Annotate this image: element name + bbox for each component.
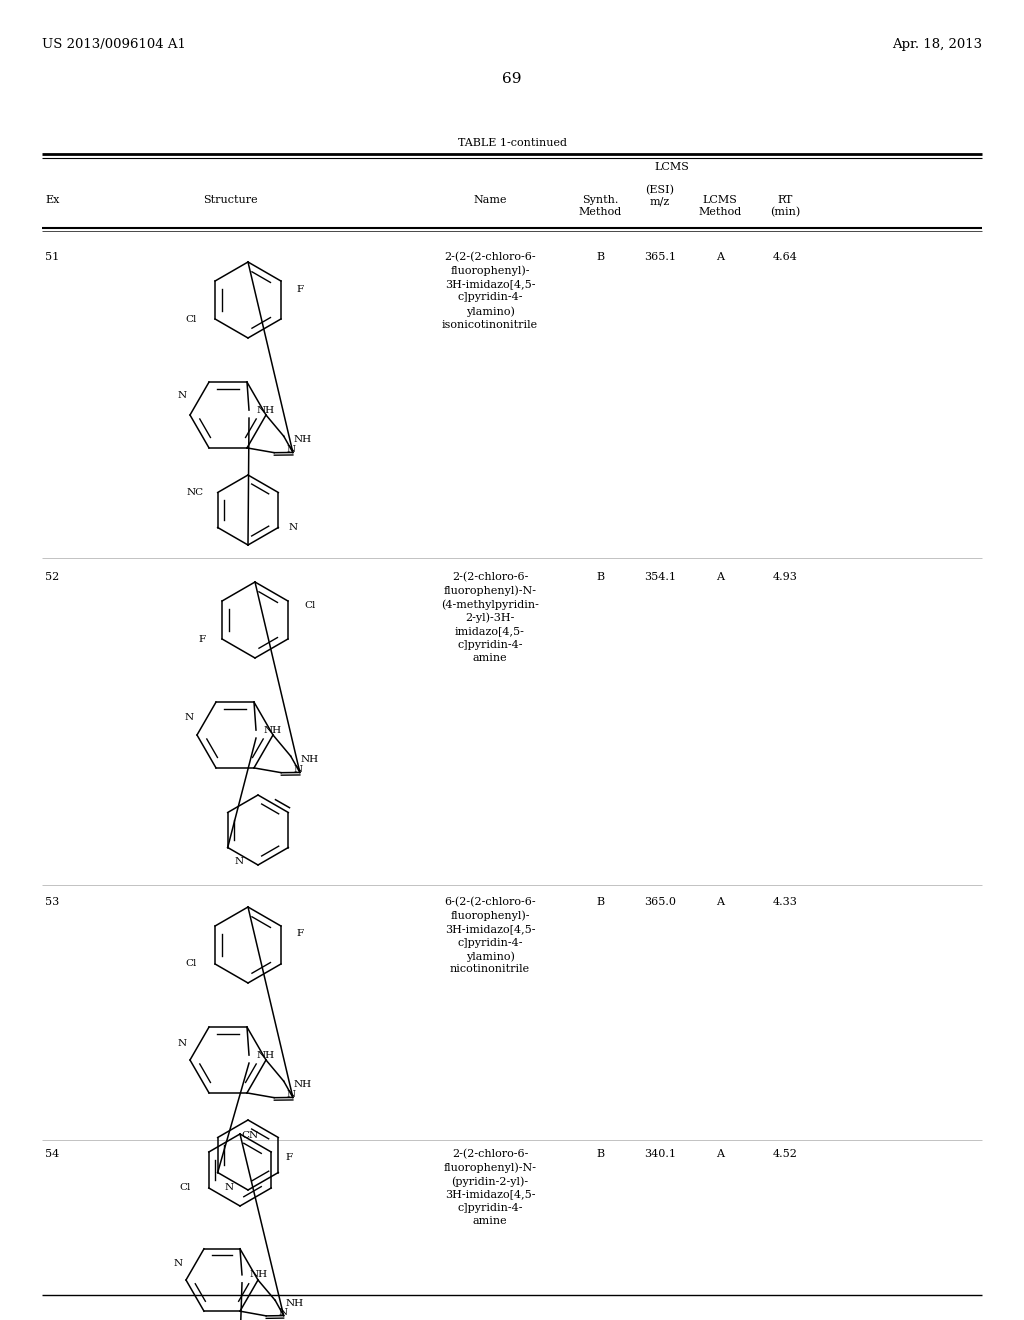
Text: 2-(2-chloro-6-: 2-(2-chloro-6-	[452, 1148, 528, 1159]
Text: N: N	[234, 858, 244, 866]
Text: B: B	[596, 1148, 604, 1159]
Text: 3H-imidazo[4,5-: 3H-imidazo[4,5-	[444, 279, 536, 289]
Text: NH: NH	[257, 405, 275, 414]
Text: Name: Name	[473, 195, 507, 205]
Text: F: F	[285, 1154, 292, 1163]
Text: Apr. 18, 2013: Apr. 18, 2013	[892, 38, 982, 51]
Text: F: F	[297, 929, 304, 939]
Text: NH: NH	[294, 434, 312, 444]
Text: fluorophenyl)-: fluorophenyl)-	[451, 911, 529, 921]
Text: ylamino): ylamino)	[466, 306, 514, 317]
Text: NH: NH	[294, 1080, 312, 1089]
Text: 54: 54	[45, 1148, 59, 1159]
Text: A: A	[716, 252, 724, 261]
Text: N: N	[293, 766, 302, 775]
Text: NH: NH	[264, 726, 283, 735]
Text: 2-yl)-3H-: 2-yl)-3H-	[465, 612, 515, 623]
Text: c]pyridin-4-: c]pyridin-4-	[458, 639, 522, 649]
Text: A: A	[716, 898, 724, 907]
Text: amine: amine	[473, 1217, 507, 1226]
Text: (4-methylpyridin-: (4-methylpyridin-	[441, 599, 539, 610]
Text: A: A	[716, 572, 724, 582]
Text: RT: RT	[777, 195, 793, 205]
Text: B: B	[596, 572, 604, 582]
Text: m/z: m/z	[650, 197, 670, 207]
Text: 3H-imidazo[4,5-: 3H-imidazo[4,5-	[444, 924, 536, 935]
Text: 365.1: 365.1	[644, 252, 676, 261]
Text: 4.52: 4.52	[772, 1148, 798, 1159]
Text: Method: Method	[579, 207, 622, 216]
Text: nicotinonitrile: nicotinonitrile	[450, 965, 530, 974]
Text: N: N	[178, 392, 187, 400]
Text: F: F	[297, 285, 304, 293]
Text: imidazo[4,5-: imidazo[4,5-	[455, 626, 525, 636]
Text: Synth.: Synth.	[582, 195, 618, 205]
Text: NH: NH	[257, 1051, 275, 1060]
Text: Cl: Cl	[185, 314, 197, 323]
Text: (ESI): (ESI)	[645, 185, 675, 195]
Text: isonicotinonitrile: isonicotinonitrile	[442, 319, 538, 330]
Text: Structure: Structure	[203, 195, 257, 205]
Text: c]pyridin-4-: c]pyridin-4-	[458, 293, 522, 302]
Text: N: N	[287, 1090, 295, 1100]
Text: fluorophenyl)-N-: fluorophenyl)-N-	[443, 586, 537, 597]
Text: N: N	[178, 1039, 187, 1048]
Text: 4.64: 4.64	[772, 252, 798, 261]
Text: NH: NH	[250, 1270, 268, 1279]
Text: 52: 52	[45, 572, 59, 582]
Text: 69: 69	[502, 73, 522, 86]
Text: fluorophenyl)-N-: fluorophenyl)-N-	[443, 1163, 537, 1173]
Text: c]pyridin-4-: c]pyridin-4-	[458, 937, 522, 948]
Text: N: N	[287, 445, 295, 454]
Text: 51: 51	[45, 252, 59, 261]
Text: 4.33: 4.33	[772, 898, 798, 907]
Text: B: B	[596, 252, 604, 261]
Text: N: N	[174, 1259, 183, 1269]
Text: Ex: Ex	[45, 195, 59, 205]
Text: Cl: Cl	[185, 960, 197, 969]
Text: N: N	[225, 1184, 234, 1192]
Text: (min): (min)	[770, 207, 800, 218]
Text: B: B	[596, 898, 604, 907]
Text: 3H-imidazo[4,5-: 3H-imidazo[4,5-	[444, 1189, 536, 1200]
Text: fluorophenyl)-: fluorophenyl)-	[451, 265, 529, 276]
Text: Cl: Cl	[304, 602, 315, 610]
Text: amine: amine	[473, 653, 507, 663]
Text: c]pyridin-4-: c]pyridin-4-	[458, 1203, 522, 1213]
Text: A: A	[716, 1148, 724, 1159]
Text: 4.93: 4.93	[772, 572, 798, 582]
Text: US 2013/0096104 A1: US 2013/0096104 A1	[42, 38, 186, 51]
Text: NH: NH	[285, 1299, 303, 1308]
Text: 53: 53	[45, 898, 59, 907]
Text: CN: CN	[242, 1131, 259, 1140]
Text: 2-(2-chloro-6-: 2-(2-chloro-6-	[452, 572, 528, 582]
Text: NC: NC	[186, 488, 204, 498]
Text: 2-(2-(2-chloro-6-: 2-(2-(2-chloro-6-	[444, 252, 536, 263]
Text: Cl: Cl	[179, 1184, 190, 1192]
Text: TABLE 1-continued: TABLE 1-continued	[458, 139, 566, 148]
Text: N: N	[185, 714, 195, 722]
Text: 340.1: 340.1	[644, 1148, 676, 1159]
Text: LCMS: LCMS	[654, 162, 689, 172]
Text: 6-(2-(2-chloro-6-: 6-(2-(2-chloro-6-	[444, 898, 536, 907]
Text: 365.0: 365.0	[644, 898, 676, 907]
Text: NH: NH	[301, 755, 318, 764]
Text: LCMS: LCMS	[702, 195, 737, 205]
Text: Method: Method	[698, 207, 741, 216]
Text: 354.1: 354.1	[644, 572, 676, 582]
Text: F: F	[199, 635, 206, 644]
Text: N: N	[279, 1308, 288, 1317]
Text: (pyridin-2-yl)-: (pyridin-2-yl)-	[452, 1176, 528, 1187]
Text: N: N	[289, 523, 297, 532]
Text: ylamino): ylamino)	[466, 950, 514, 961]
